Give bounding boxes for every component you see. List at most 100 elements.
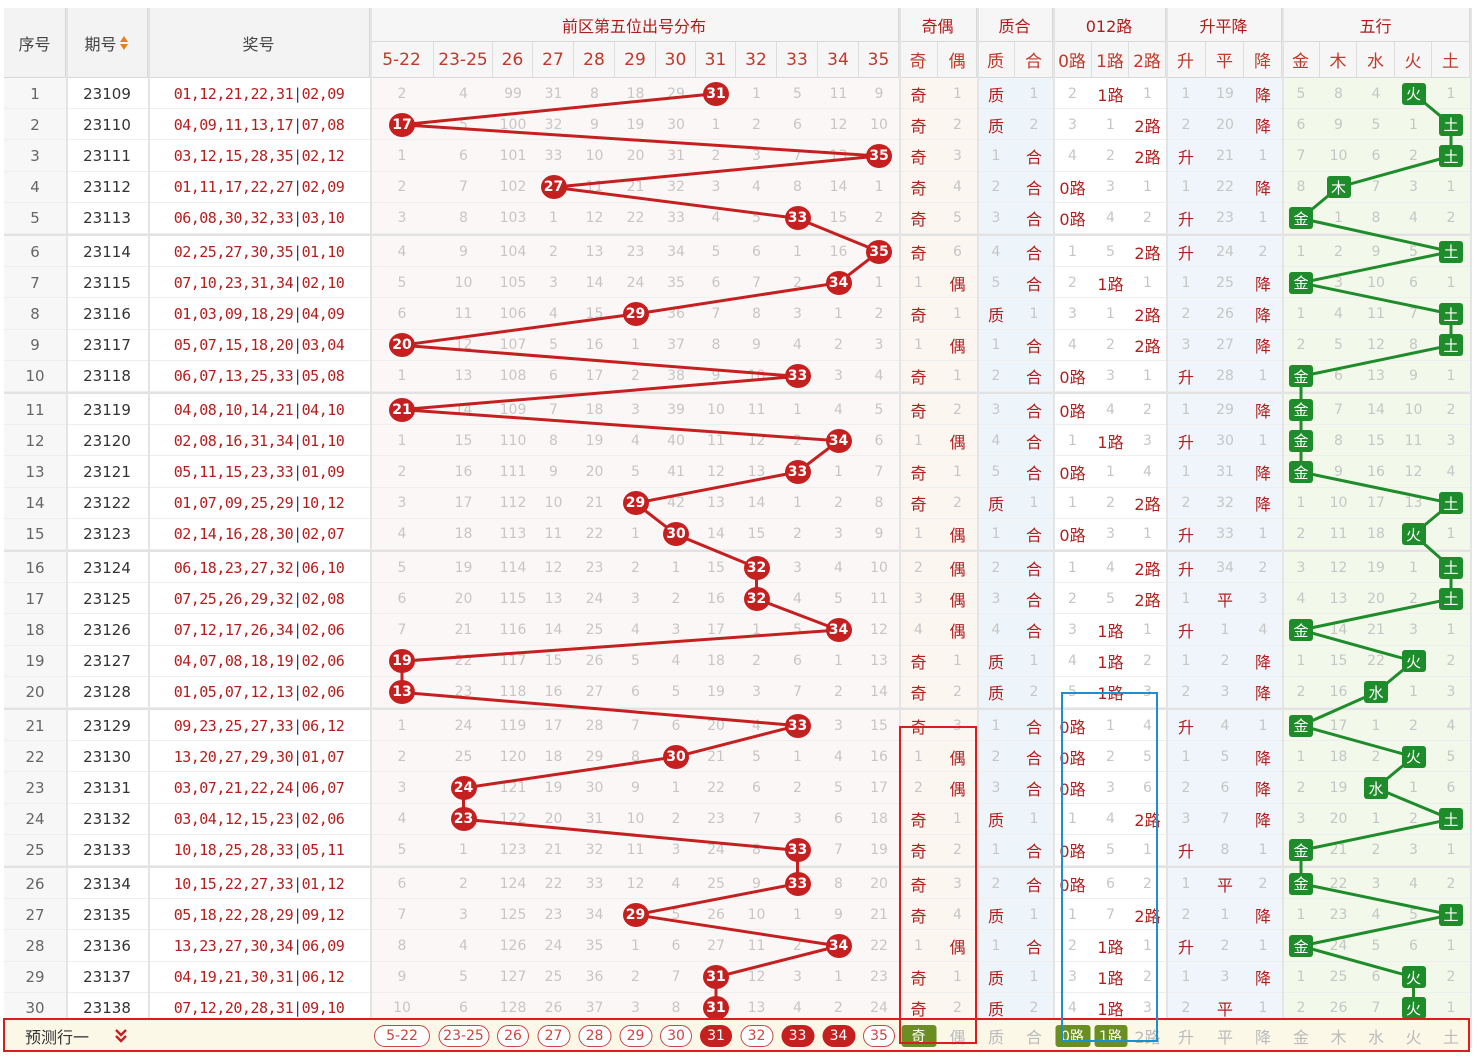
predict-dist-button[interactable]: 28 (578, 1024, 611, 1047)
predict-dist-button[interactable]: 33 (781, 1024, 814, 1047)
miss-count: 19 (626, 116, 645, 133)
row-draw: 06,07,13,25,33 | 05,08 (148, 361, 370, 392)
header-wuxing-col-0: 金 (1282, 42, 1320, 78)
column-divider (66, 8, 68, 1048)
row-bg (66, 803, 148, 835)
header-road-col-0: 0路 (1053, 42, 1092, 78)
row-seq: 17 (25, 589, 45, 608)
miss-count: 2 (631, 969, 640, 986)
parity-cell: 1 (953, 463, 962, 480)
miss-count: 4 (631, 432, 640, 449)
wuxing-miss: 1 (1296, 305, 1306, 322)
miss-count: 1 (631, 937, 640, 954)
miss-count: 1 (834, 969, 843, 986)
row-bg (1053, 109, 1166, 141)
road-cell: 5 (1106, 842, 1115, 859)
prime-cell: 2 (1029, 1000, 1039, 1017)
draw-back: 01,12 (301, 874, 345, 893)
wuxing-miss: 10 (1404, 401, 1423, 418)
predict-dist-button[interactable]: 35 (863, 1024, 895, 1047)
predict-parity-button[interactable]: 偶 (949, 1027, 966, 1047)
row-bg (1166, 518, 1282, 550)
predict-dist-button[interactable]: 23-25 (438, 1024, 489, 1047)
row-bg (4, 171, 66, 203)
predict-dist-button[interactable]: 29 (619, 1024, 652, 1047)
miss-count: 1 (671, 779, 681, 796)
parity-cell: 奇 (910, 811, 927, 831)
predict-trend-button[interactable]: 升 (1177, 1027, 1194, 1047)
miss-count: 11 (829, 85, 848, 102)
hit-ball: 33 (784, 206, 811, 231)
prime-cell: 合 (1025, 243, 1042, 263)
row-bg (148, 267, 370, 299)
miss-count: 1 (874, 179, 884, 196)
row-issue: 23132 (83, 810, 131, 829)
row-seq: 14 (25, 494, 45, 513)
wuxing-miss: 1 (1371, 717, 1381, 734)
trend-cell: 1 (1220, 621, 1230, 638)
miss-count: 21 (870, 906, 888, 923)
miss-count: 3 (397, 495, 407, 512)
row-bg (977, 329, 1053, 361)
miss-count: 9 (874, 526, 884, 543)
sort-arrows-icon[interactable] (119, 35, 129, 51)
predict-trend-button[interactable]: 降 (1254, 1027, 1271, 1047)
miss-count: 5 (793, 621, 802, 638)
predict-trend-button[interactable]: 平 (1216, 1027, 1233, 1047)
predict-parity-button[interactable]: 奇 (901, 1024, 936, 1047)
road-cell: 2 (1143, 653, 1152, 670)
parity-cell: 4 (914, 621, 923, 638)
row-bg (1053, 868, 1166, 900)
predict-wuxing-button[interactable]: 土 (1442, 1027, 1459, 1047)
row-bg (1166, 741, 1282, 773)
draw-separator: | (293, 652, 302, 671)
row-bg (1166, 710, 1282, 742)
predict-dist-button[interactable]: 27 (537, 1024, 570, 1047)
wuxing-miss: 10 (1367, 274, 1385, 291)
row-bg (1053, 741, 1166, 773)
predict-label[interactable]: 预测行一 (4, 1019, 148, 1052)
trend-cell: 1 (1258, 210, 1268, 227)
predict-dist-button[interactable]: 30 (660, 1024, 692, 1047)
miss-count: 11 (454, 305, 473, 322)
predict-wuxing-button[interactable]: 火 (1405, 1027, 1422, 1047)
double-chevron-down-icon[interactable] (115, 1028, 127, 1043)
miss-count: 14 (454, 401, 473, 418)
predict-wuxing-button[interactable]: 水 (1367, 1027, 1384, 1047)
predict-dist-button[interactable]: 34 (822, 1024, 855, 1047)
predict-dist-button[interactable]: 32 (740, 1024, 773, 1047)
predict-wuxing-button[interactable]: 木 (1330, 1027, 1347, 1047)
wuxing-miss: 2 (1446, 653, 1456, 670)
miss-count: 21 (454, 621, 473, 638)
row-bg (148, 456, 370, 488)
miss-count: 19 (707, 684, 725, 701)
row-bg (1053, 360, 1166, 392)
wuxing-miss: 1 (1409, 779, 1418, 796)
miss-count: 22 (626, 210, 645, 227)
trend-cell: 1 (1181, 179, 1191, 196)
predict-dist-button[interactable]: 26 (497, 1024, 529, 1047)
parity-cell: 2 (953, 684, 962, 701)
trend-cell: 升 (1177, 559, 1194, 579)
miss-count: 3 (631, 401, 640, 418)
miss-count: 5 (752, 210, 761, 227)
predict-prime-button[interactable]: 质 (987, 1027, 1004, 1047)
parity-cell: 2 (914, 779, 923, 796)
miss-count: 13 (585, 243, 604, 260)
row-bg (1166, 298, 1282, 330)
parity-cell: 奇 (910, 116, 927, 136)
predict-dist-button[interactable]: 31 (700, 1024, 732, 1047)
predict-wuxing-button[interactable]: 金 (1292, 1027, 1309, 1047)
row-bg (1166, 583, 1282, 615)
row-bg (1166, 645, 1282, 677)
row-bg (4, 552, 66, 584)
miss-count: 33 (585, 875, 604, 892)
miss-count: 2 (834, 495, 843, 512)
predict-prime-button[interactable]: 合 (1025, 1027, 1042, 1047)
wuxing-miss: 6 (1409, 937, 1418, 954)
parity-cell: 4 (953, 179, 962, 196)
trend-cell: 8 (1220, 842, 1230, 859)
draw-front: 04,09,11,13,17 (173, 115, 294, 134)
predict-dist-button[interactable]: 5-22 (374, 1024, 430, 1047)
hit-ball: 35 (866, 144, 892, 168)
